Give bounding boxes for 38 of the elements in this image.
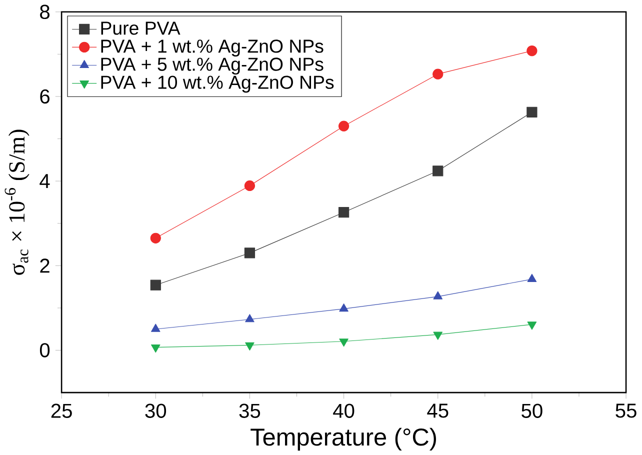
y-tick-label: 6 <box>40 89 50 104</box>
point <box>245 314 254 322</box>
x-axis-title: Temperature (°C) <box>250 428 436 450</box>
point <box>432 165 444 176</box>
point <box>339 338 348 347</box>
point <box>526 45 538 56</box>
x-tick-label: 25 <box>51 404 72 418</box>
point <box>150 344 160 352</box>
x-tick-label: 30 <box>145 404 166 418</box>
point <box>244 247 256 258</box>
point <box>150 280 161 290</box>
y-tick-label: 8 <box>40 4 50 19</box>
y-tick-label: 0 <box>40 342 50 358</box>
x-tick-label: 50 <box>522 404 542 418</box>
point <box>338 120 350 132</box>
x-tick-label: 40 <box>333 404 354 418</box>
point <box>433 332 443 340</box>
legend-label: PVA + 10 wt.% Ag-ZnO NPs <box>101 76 334 92</box>
y-tick-label: 2 <box>40 258 50 273</box>
y-axis-title: σ$_{ac}$ × 10$^{-6}$ (S/m) <box>4 130 30 275</box>
point <box>245 342 254 350</box>
x-tick-label: 35 <box>239 404 260 418</box>
point <box>150 232 161 244</box>
legend-label: PVA + 5 wt.% Ag-ZnO NPs <box>101 57 324 74</box>
point <box>432 68 444 80</box>
point <box>339 303 348 312</box>
legend-label: Pure PVA <box>101 22 180 35</box>
y-tick-label: 4 <box>40 174 50 188</box>
point <box>526 106 538 118</box>
point <box>244 180 256 191</box>
point <box>338 206 350 218</box>
x-tick-label: 55 <box>616 404 636 418</box>
x-tick-label: 45 <box>427 404 448 418</box>
point <box>527 274 537 282</box>
point <box>527 321 537 330</box>
point <box>150 324 160 332</box>
legend-label: PVA + 1 wt.% Ag-ZnO NPs <box>101 39 324 56</box>
point <box>433 291 443 300</box>
